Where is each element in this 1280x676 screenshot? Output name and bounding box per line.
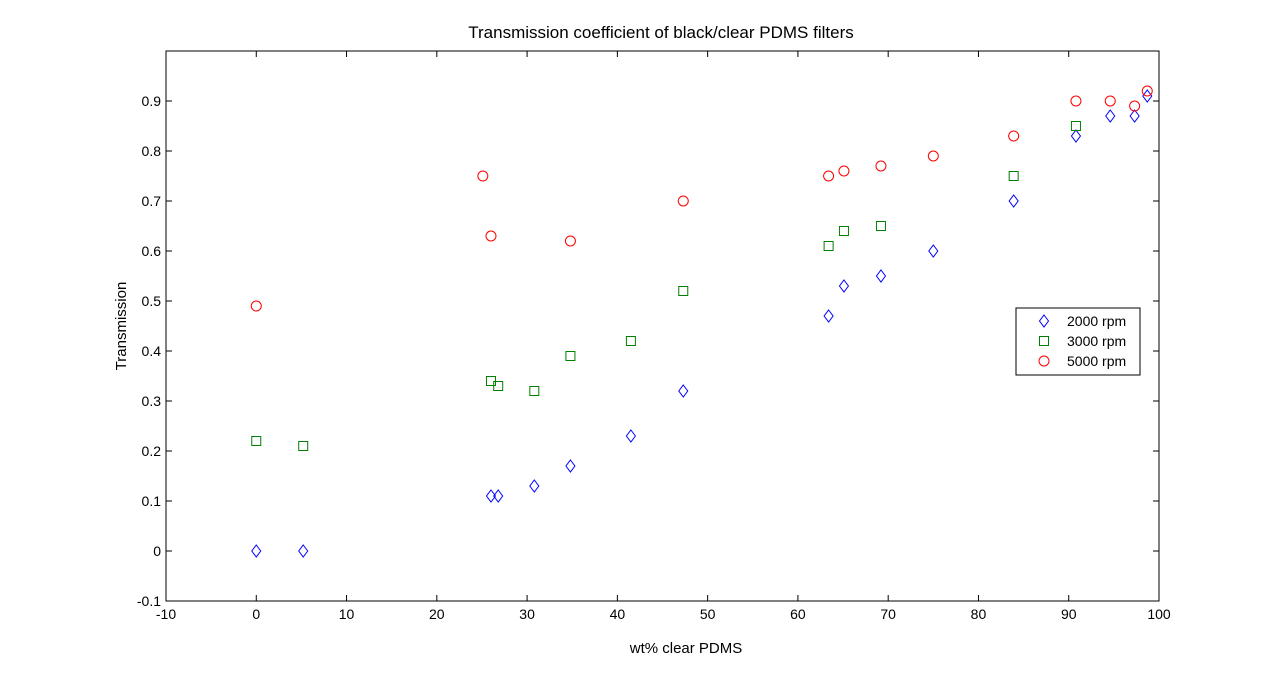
square-data-point [823,241,834,251]
y-tick-label: 0.4 [142,343,162,359]
legend-circle-marker [1038,355,1050,367]
y-tick-label: 0.8 [142,143,162,159]
circle-data-point [477,170,489,182]
circle-data-point [927,150,939,162]
legend-box [1015,307,1141,376]
circle-data-point [823,170,835,182]
circle-data-point [1141,85,1153,97]
y-tick-label: -0.1 [137,593,161,609]
circle-data-point [1008,130,1020,142]
y-axis-label: Transmission [113,282,130,371]
diamond-data-point [823,309,834,323]
legend-entry-label: 2000 rpm [1067,313,1126,329]
diamond-data-point [485,489,497,503]
circle-data-point [1104,95,1116,107]
x-tick-label: 10 [339,606,355,622]
y-tick-label: 0.5 [142,293,162,309]
legend-diamond-marker [1038,314,1050,328]
legend-entry-label: 3000 rpm [1067,333,1126,349]
diamond-data-point [493,489,504,503]
x-tick-label: 0 [252,606,260,622]
diamond-data-point [838,279,850,293]
x-tick-label: 70 [880,606,896,622]
diamond-data-point [1105,109,1116,123]
x-tick-label: 20 [429,606,445,622]
legend-entry-label: 5000 rpm [1067,353,1126,369]
square-data-point [625,336,636,346]
y-tick-label: 0.9 [142,93,162,109]
data-markers [250,85,1153,558]
circle-data-point [564,235,576,247]
chart-title: Transmission coefficient of black/clear … [468,23,853,42]
square-data-point [678,286,689,296]
y-tick-label: 0.6 [142,243,162,259]
square-data-point [1008,171,1019,181]
square-data-point [493,381,504,391]
diamond-data-point [1070,129,1082,143]
square-data-point [875,221,886,231]
circle-data-point [1070,95,1082,107]
x-tick-label: 100 [1147,606,1171,622]
square-data-point [251,436,262,446]
diamond-data-point [875,269,887,283]
y-tick-label: 0.2 [142,443,162,459]
circle-data-point [875,160,887,172]
diamond-data-point [1129,109,1140,123]
diamond-data-point [251,544,262,558]
square-data-point [838,226,849,236]
y-tick-label: 0.3 [142,393,162,409]
diamond-data-point [678,384,689,398]
square-data-point [298,441,309,451]
legend: 2000 rpm 3000 rpm 5000 rpm [1015,307,1141,376]
diamond-data-point [1008,194,1019,208]
circle-data-point [485,230,497,242]
diamond-data-point [565,459,576,473]
diamond-data-point [529,479,540,493]
diamond-data-point [928,244,939,258]
square-data-point [1070,121,1081,131]
x-tick-label: 50 [700,606,716,622]
x-tick-label: -10 [156,606,176,622]
circle-data-point [1129,100,1141,112]
axis-ticks: -10 0 10 20 30 40 50 60 70 80 90 100 -0.1 0 0.1 0.2 0.3 0… [137,51,1171,622]
plot-area-frame [165,50,1160,602]
y-tick-label: 0.1 [142,493,162,509]
x-tick-label: 60 [790,606,806,622]
legend-square-marker [1039,336,1049,346]
x-tick-label: 30 [519,606,535,622]
square-data-point [565,351,576,361]
x-tick-label: 40 [610,606,626,622]
diamond-data-point [1142,89,1153,103]
square-data-point [529,386,540,396]
x-tick-label: 90 [1061,606,1077,622]
diamond-data-point [298,544,309,558]
circle-data-point [838,165,850,177]
y-tick-label: 0 [153,543,161,559]
diamond-data-point [625,429,637,443]
circle-data-point [250,300,262,312]
x-tick-label: 80 [971,606,987,622]
circle-data-point [677,195,689,207]
y-tick-label: 0.7 [142,193,162,209]
x-axis-label: wt% clear PDMS [629,640,743,657]
